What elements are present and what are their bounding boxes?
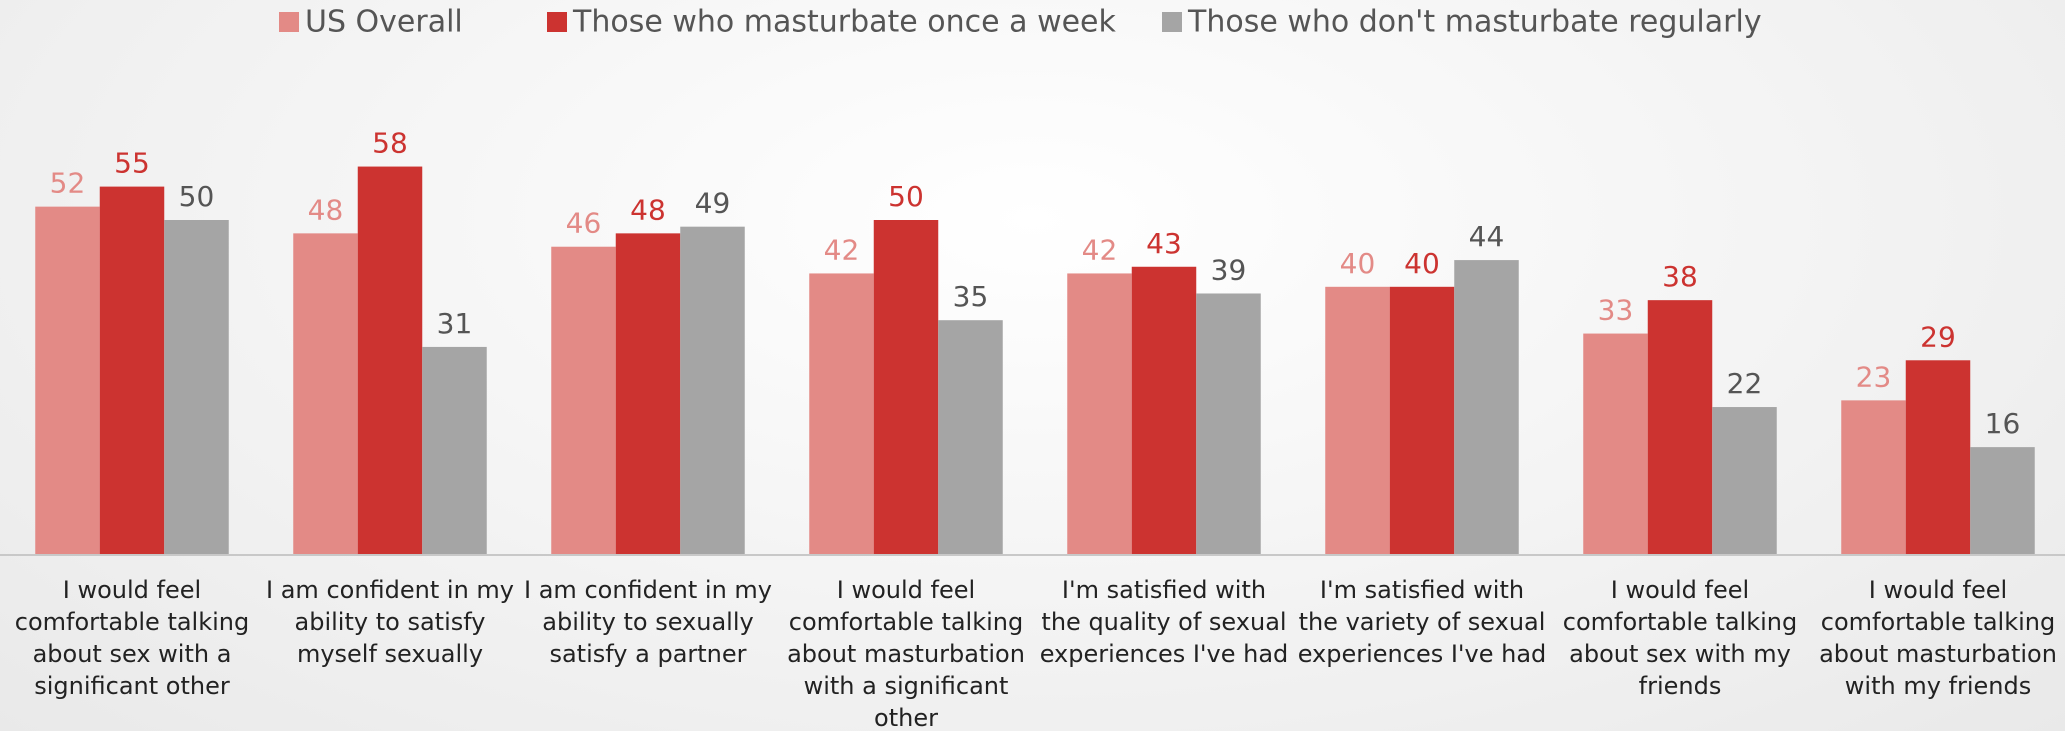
value-label: 48: [308, 193, 344, 226]
value-label: 42: [1082, 233, 1118, 266]
legend-label: Those who don't masturbate regularly: [1187, 5, 1762, 40]
bar: [1196, 293, 1261, 554]
bar: [164, 220, 229, 554]
value-label: 42: [824, 233, 860, 266]
value-label: 50: [888, 180, 924, 213]
legend-label: US Overall: [305, 5, 463, 40]
legend-swatch: [1162, 12, 1182, 32]
bar: [422, 347, 487, 554]
category-label: I am confident in my ability to sexually…: [523, 574, 773, 670]
value-label: 44: [1469, 220, 1505, 253]
bar: [874, 220, 939, 554]
value-label: 50: [179, 180, 215, 213]
value-label: 16: [1985, 407, 2021, 440]
value-label: 33: [1598, 294, 1634, 327]
category-label: I'm satisfied with the quality of sexual…: [1039, 574, 1289, 670]
value-label: 38: [1662, 260, 1698, 293]
value-label: 55: [114, 147, 150, 180]
category-label: I would feel comfortable talking about s…: [7, 574, 257, 702]
bar: [1067, 273, 1132, 554]
value-label: 29: [1920, 320, 1956, 353]
value-label: 31: [437, 307, 473, 340]
bar: [1390, 287, 1455, 554]
value-label: 22: [1727, 367, 1763, 400]
value-label: 43: [1146, 227, 1182, 260]
value-label: 40: [1404, 247, 1440, 280]
legend-label: Those who masturbate once a week: [572, 5, 1117, 40]
bar: [551, 247, 616, 554]
category-label: I would feel comfortable talking about m…: [1813, 574, 2063, 702]
value-label: 48: [630, 193, 666, 226]
bar: [1906, 360, 1971, 554]
category-label: I would feel comfortable talking about s…: [1555, 574, 1805, 702]
value-label: 46: [566, 207, 602, 240]
bar: [1454, 260, 1519, 554]
value-label: 39: [1211, 253, 1247, 286]
bar: [616, 233, 681, 554]
bar: [938, 320, 1003, 554]
bar: [100, 187, 165, 554]
page: US Overall Those who masturbate once a we…: [0, 0, 2065, 731]
bar: [1583, 334, 1648, 554]
value-label: 35: [953, 280, 989, 313]
bar: [1841, 400, 1906, 554]
category-label: I would feel comfortable talking about m…: [781, 574, 1031, 731]
bar: [1132, 267, 1197, 554]
value-label: 23: [1856, 360, 1892, 393]
bar: [809, 273, 874, 554]
legend-swatch: [547, 12, 567, 32]
value-label: 49: [695, 187, 731, 220]
category-label: I'm satisfied with the variety of sexual…: [1297, 574, 1547, 670]
bar: [35, 207, 100, 554]
legend-swatch: [279, 12, 299, 32]
bar: [1970, 447, 2035, 554]
bar: [358, 167, 423, 554]
bar: [1648, 300, 1713, 554]
value-label: 40: [1340, 247, 1376, 280]
bar: [1325, 287, 1390, 554]
bar: [1712, 407, 1777, 554]
value-label: 58: [372, 127, 408, 160]
bar: [680, 227, 745, 554]
category-label: I am confident in my ability to satisfy …: [265, 574, 515, 670]
value-label: 52: [50, 167, 86, 200]
bar: [293, 233, 358, 554]
